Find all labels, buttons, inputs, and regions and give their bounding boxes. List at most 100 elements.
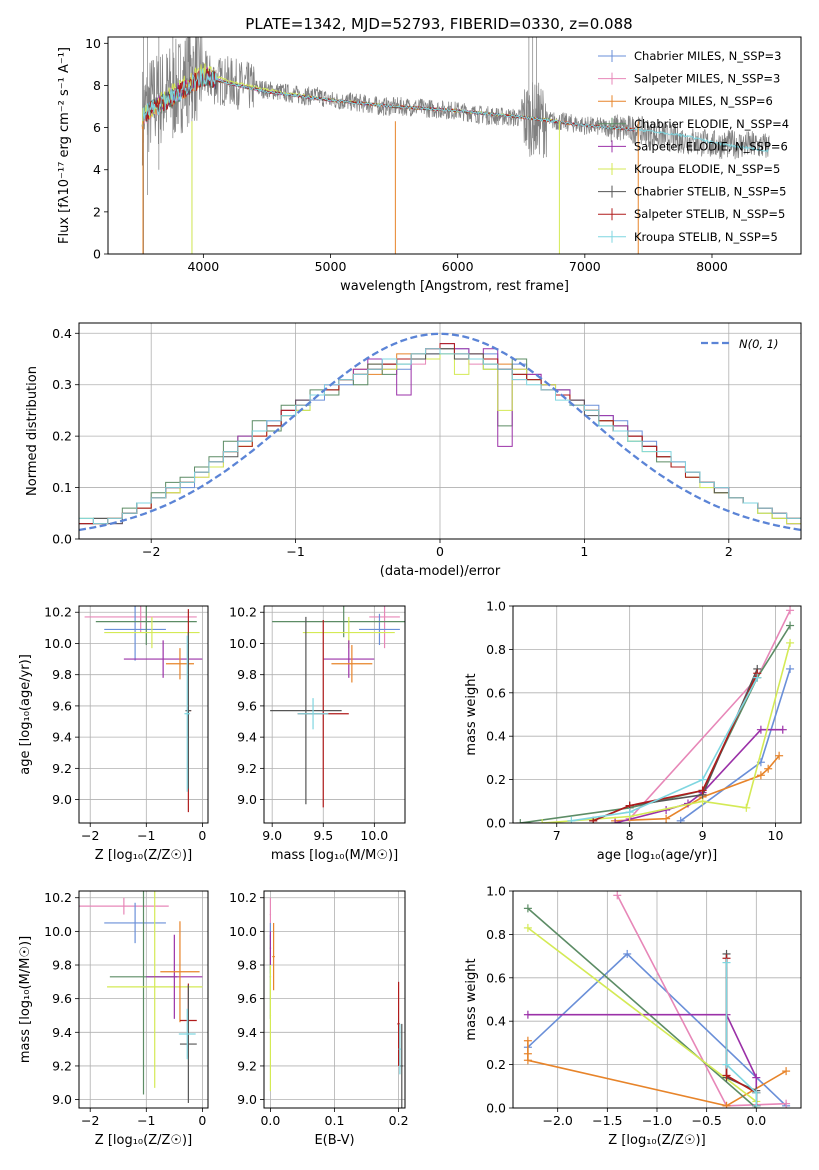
x-tick-label: 5000 bbox=[315, 259, 347, 274]
x-axis-label: wavelength [Angstrom, rest frame] bbox=[340, 279, 569, 294]
legend-entry-label: Salpeter ELODIE, N_SSP=6 bbox=[634, 139, 788, 153]
plus-marker bbox=[611, 819, 620, 823]
y-tick-label: 0.0 bbox=[52, 532, 72, 547]
y-tick-label: 10.0 bbox=[44, 636, 72, 651]
model-spectrum-line bbox=[141, 68, 769, 153]
y-tick-label: 0.1 bbox=[52, 480, 72, 495]
y-tick-label: 6 bbox=[93, 120, 101, 135]
errorbar-point bbox=[178, 1008, 196, 1060]
x-tick-label: −1 bbox=[137, 1113, 155, 1128]
plot-area-massweight_vs_Z bbox=[523, 891, 791, 1108]
y-tick-label: 9.6 bbox=[52, 991, 72, 1006]
errorbar-point bbox=[146, 934, 203, 1019]
y-tick-label: 0.6 bbox=[486, 685, 506, 700]
y-tick-label: 10 bbox=[85, 36, 101, 51]
x-tick-label: 0.0 bbox=[746, 1113, 766, 1128]
plus-marker bbox=[722, 1101, 731, 1108]
errorbar-point bbox=[184, 635, 191, 792]
mass-weight-line bbox=[629, 609, 791, 820]
y-tick-label: 1.0 bbox=[486, 599, 506, 614]
errorbar-point bbox=[165, 648, 194, 680]
x-tick-label: 4000 bbox=[187, 259, 219, 274]
y-tick-label: 9.6 bbox=[237, 698, 257, 713]
plot-area-age_vs_Z bbox=[84, 606, 203, 813]
plus-marker bbox=[756, 771, 765, 780]
x-tick-label: 0.1 bbox=[325, 1113, 345, 1128]
mass-weight-line bbox=[592, 672, 759, 822]
y-tick-label: 10.2 bbox=[44, 605, 72, 620]
axes-age_vs_mass: 9.0 9.5 10.0 9.0 9.2 9.4 9.6 9.8 10.0 10.2 mass [l… bbox=[229, 605, 406, 863]
plus-marker bbox=[752, 1073, 761, 1082]
x-axis-label: (data-model)/error bbox=[380, 564, 501, 579]
errorbar-point bbox=[297, 698, 329, 730]
y-tick-label: 9.2 bbox=[237, 1058, 257, 1073]
mass-weight-line bbox=[616, 894, 787, 1107]
plus-marker bbox=[523, 1010, 532, 1019]
x-tick-label: 10.0 bbox=[360, 828, 388, 843]
y-tick-label: 9.0 bbox=[52, 792, 72, 807]
mass-weight-line bbox=[725, 962, 758, 1106]
y-tick-label: 0.8 bbox=[486, 642, 506, 657]
errorbar-point bbox=[272, 922, 275, 991]
legend-entry-label: Chabrier MILES, N_SSP=3 bbox=[634, 49, 781, 63]
errorbar-point bbox=[104, 902, 166, 944]
y-axis-label: Normed distribution bbox=[25, 366, 40, 496]
normal-reference-curve bbox=[79, 332, 801, 532]
x-tick-label: 9 bbox=[699, 828, 707, 843]
plus-marker bbox=[722, 1060, 731, 1069]
errorbar-point bbox=[179, 985, 197, 1103]
plus-marker bbox=[613, 891, 622, 900]
axes-residuals: −2 −1 0 1 2 0.0 0.1 0.2 0.3 0.4 (data-model)/error… bbox=[25, 322, 802, 579]
y-tick-label: 10.2 bbox=[44, 890, 72, 905]
legend-entry-label: N(0, 1) bbox=[739, 337, 779, 351]
x-tick-label: 9.5 bbox=[313, 828, 333, 843]
x-tick-label: −2 bbox=[142, 544, 160, 559]
axes-massweight_vs_Z: −2.0 −1.5 −1.0 −0.5 0.0 0.0 0.2 0.4 0.6 0.8 1.0 Z [… bbox=[464, 884, 802, 1148]
plus-marker bbox=[567, 816, 576, 823]
errorbar-point bbox=[359, 613, 400, 646]
plus-marker bbox=[523, 1056, 532, 1065]
mass-weight-line bbox=[571, 677, 759, 822]
x-tick-label: 7000 bbox=[569, 259, 601, 274]
plus-marker bbox=[722, 958, 731, 967]
plus-marker bbox=[752, 1088, 761, 1097]
y-axis-label: mass [log₁₀(M/M☉)] bbox=[18, 936, 33, 1063]
axes-mass_vs_ebv: 0.0 0.1 0.2 9.0 9.2 9.4 9.6 9.8 10.0 10.2 E(B-V) bbox=[229, 890, 408, 1148]
x-tick-label: 0 bbox=[198, 828, 206, 843]
y-tick-label: 0.4 bbox=[486, 729, 506, 744]
y-tick-label: 4 bbox=[93, 162, 101, 177]
errorbar-point bbox=[400, 1023, 404, 1108]
y-tick-label: 9.8 bbox=[52, 958, 72, 973]
legend-entry-label: Kroupa STELIB, N_SSP=5 bbox=[634, 230, 778, 244]
model-spectrum-line bbox=[141, 68, 636, 132]
plus-marker bbox=[764, 764, 773, 773]
errorbar-point bbox=[84, 606, 197, 633]
y-tick-label: 10.2 bbox=[229, 890, 257, 905]
y-tick-label: 9.8 bbox=[237, 667, 257, 682]
errorbar-point bbox=[331, 645, 373, 683]
mass-weight-line bbox=[527, 907, 758, 1108]
y-axis-label: mass weight bbox=[464, 958, 479, 1040]
y-tick-label: 0 bbox=[93, 247, 101, 262]
legend-entry-label: Kroupa MILES, N_SSP=6 bbox=[634, 94, 773, 108]
plot-area-mass_vs_Z bbox=[79, 891, 203, 1103]
errorbar-point bbox=[160, 921, 200, 1023]
plus-marker bbox=[786, 664, 795, 673]
y-tick-label: 0.2 bbox=[486, 1057, 506, 1072]
axes-frame bbox=[78, 890, 209, 1109]
y-axis-label: mass weight bbox=[464, 673, 479, 755]
y-tick-label: 9.4 bbox=[237, 1025, 257, 1040]
x-tick-label: −1 bbox=[137, 828, 155, 843]
x-tick-label: −2.0 bbox=[543, 1113, 573, 1128]
plus-marker bbox=[676, 816, 685, 823]
x-tick-label: 8000 bbox=[696, 259, 728, 274]
axes-frame bbox=[512, 605, 802, 824]
legend-entry-label: Salpeter MILES, N_SSP=3 bbox=[634, 72, 780, 86]
y-tick-label: 2 bbox=[93, 204, 101, 219]
observed-spectrum-line bbox=[141, 37, 770, 166]
y-tick-label: 9.6 bbox=[237, 991, 257, 1006]
y-tick-label: 0.0 bbox=[486, 816, 506, 831]
y-tick-label: 1.0 bbox=[486, 884, 506, 899]
legend: Chabrier MILES, N_SSP=3 Salpeter MILES, N… bbox=[598, 49, 789, 244]
